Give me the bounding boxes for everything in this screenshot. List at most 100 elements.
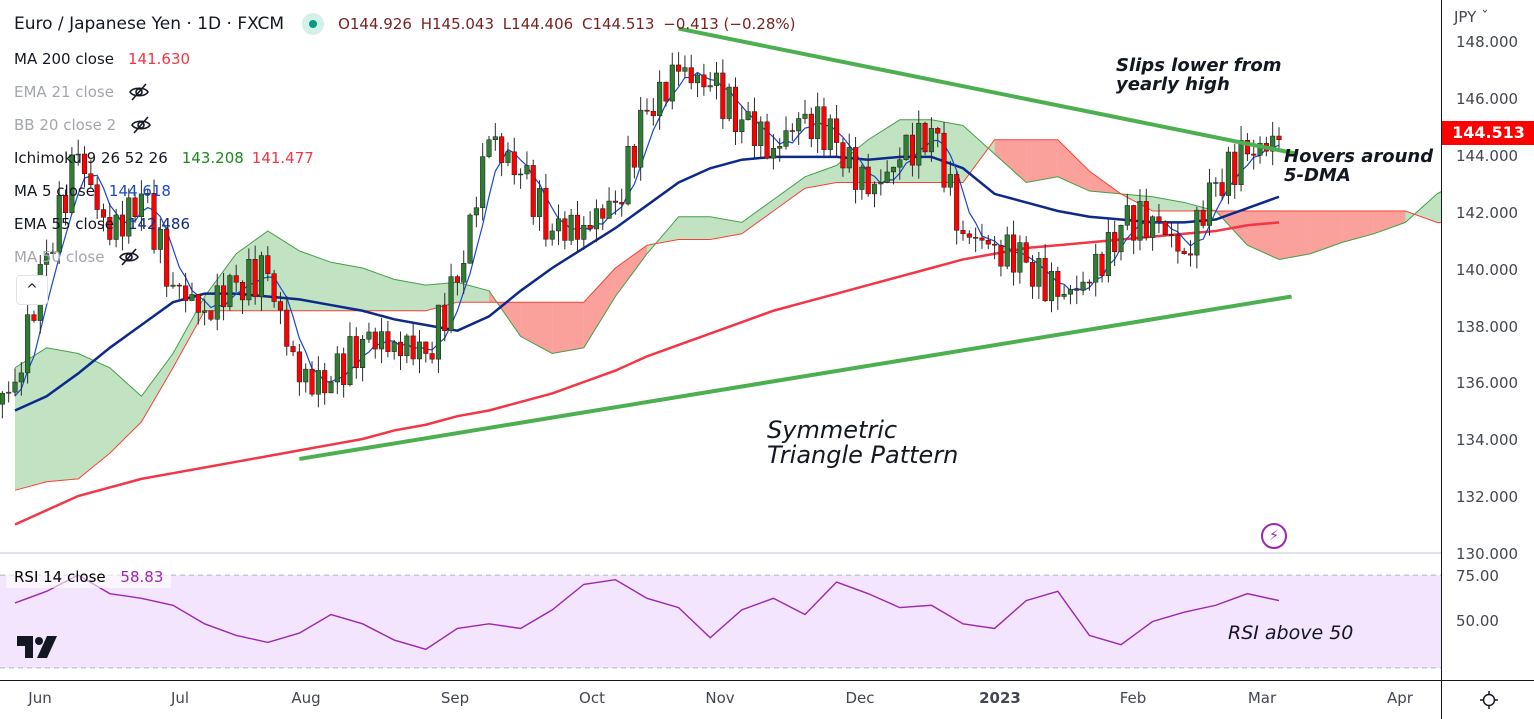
price-axis[interactable]: JPY ˇ 148.000 146.000 144.000 142.000 140.00…	[1441, 0, 1534, 680]
candle-body	[258, 255, 265, 298]
cloud-segment	[109, 367, 142, 454]
candle-body	[0, 392, 5, 405]
eye-off-icon[interactable]	[130, 115, 152, 134]
candle-body	[360, 339, 366, 368]
indicator-value: 141.630	[128, 49, 191, 68]
candle-body	[145, 193, 151, 195]
candle-body	[821, 106, 827, 150]
cloud-segment	[868, 119, 900, 183]
candle-body	[1175, 234, 1181, 252]
trendline-upper	[678, 26, 1299, 156]
indicator-row[interactable]: EMA 55 close 142.486	[14, 207, 799, 240]
span-a-line	[14, 119, 1441, 397]
indicator-label: MA 200 close	[14, 49, 115, 68]
cloud-segment	[1405, 193, 1437, 223]
candle-body	[992, 243, 998, 246]
candle-body	[979, 237, 985, 241]
price-chart[interactable]	[0, 0, 1441, 680]
price-tick: 142.000	[1456, 203, 1519, 222]
collapse-legend-button[interactable]: ^	[16, 275, 48, 305]
candle-body	[587, 225, 593, 230]
candle-body	[1099, 253, 1105, 276]
rsi-line	[14, 574, 1280, 651]
indicator-label: EMA 55 close	[14, 214, 114, 233]
candle-body	[1200, 209, 1206, 226]
candle-body	[50, 251, 56, 255]
indicator-row[interactable]: MA 5 close 144.618	[14, 174, 799, 207]
cloud-segment	[299, 250, 331, 311]
indicator-row[interactable]: BB 20 close 2	[14, 108, 799, 141]
cloud-segment	[15, 347, 47, 491]
candle-body	[720, 72, 726, 119]
candle-body	[549, 230, 555, 240]
candle-body	[758, 121, 764, 146]
candle-body	[1238, 139, 1244, 185]
candle-body	[966, 233, 972, 238]
candle-body	[1036, 258, 1042, 287]
settings-button[interactable]	[1441, 680, 1534, 719]
candle-body	[397, 341, 404, 357]
candle-body	[126, 197, 132, 237]
candle-body	[707, 85, 713, 88]
candle-body	[530, 165, 536, 217]
candle-body	[947, 174, 953, 188]
currency-label: JPY	[1454, 8, 1477, 26]
cloud-segment	[741, 199, 774, 234]
candle-body	[499, 136, 505, 163]
indicator-row[interactable]: MA 200 close 141.630	[14, 42, 799, 75]
lightning-icon[interactable]: ⚡︎	[1261, 523, 1287, 549]
candle-body	[44, 253, 50, 265]
candle-body	[56, 195, 62, 253]
candle-body	[379, 331, 385, 350]
cloud-segment	[552, 302, 584, 354]
symbol-title[interactable]: Euro / Japanese Yen · 1D · FXCM	[14, 14, 285, 34]
candle-body	[1093, 253, 1099, 283]
market-status-icon[interactable]	[302, 13, 325, 35]
eye-off-icon[interactable]	[128, 82, 150, 101]
tradingview-logo[interactable]	[17, 636, 61, 660]
trendlines	[299, 26, 1299, 461]
indicator-row[interactable]: EMA 21 close	[14, 75, 799, 108]
candle-body	[404, 335, 410, 357]
currency-selector[interactable]: JPY ˇ	[1454, 8, 1489, 26]
cloud-segment	[173, 296, 205, 368]
candle-body	[1143, 201, 1149, 238]
candle-body	[100, 209, 107, 218]
indicator-label: EMA 21 close	[14, 82, 114, 101]
cloud-segment	[520, 302, 553, 354]
cloud-segment	[710, 216, 742, 240]
candle-body	[1150, 216, 1156, 238]
candle-body	[853, 147, 859, 190]
candle-body	[954, 174, 960, 231]
close-value: C144.513	[581, 15, 655, 33]
candle-body	[303, 368, 309, 383]
candle-body	[846, 147, 852, 169]
candle-body	[802, 113, 808, 119]
indicator-row[interactable]: Ichimoku 9 26 52 26 143.208 141.477	[14, 141, 799, 174]
candle-body	[1061, 293, 1067, 297]
candle-body	[650, 111, 656, 117]
candle-body	[1169, 234, 1175, 236]
candle-body	[1131, 205, 1137, 241]
cloud-segment	[583, 268, 616, 348]
candle-body	[764, 121, 770, 159]
indicator-row[interactable]: MA 50 close	[14, 240, 799, 273]
candle-body	[789, 130, 795, 132]
indicator-value: 142.486	[127, 214, 190, 233]
candle-body	[239, 282, 246, 301]
time-label: Jun	[28, 689, 52, 707]
candle-body	[1004, 234, 1010, 267]
candle-body	[1213, 182, 1219, 184]
candle-body	[543, 188, 549, 240]
candle-body	[1156, 216, 1162, 223]
cloud-segment	[615, 245, 647, 297]
price-tick: 144.000	[1456, 146, 1519, 165]
candle-body	[524, 165, 530, 175]
time-axis[interactable]: Jun Jul Aug Sep Oct Nov Dec 2023 Feb Mar Apr	[0, 680, 1441, 719]
candle-body	[770, 148, 776, 159]
candle-body	[94, 184, 100, 210]
candle-body	[435, 304, 441, 360]
candle-body	[461, 263, 467, 283]
eye-off-icon[interactable]	[118, 247, 140, 266]
candle-body	[25, 314, 31, 374]
